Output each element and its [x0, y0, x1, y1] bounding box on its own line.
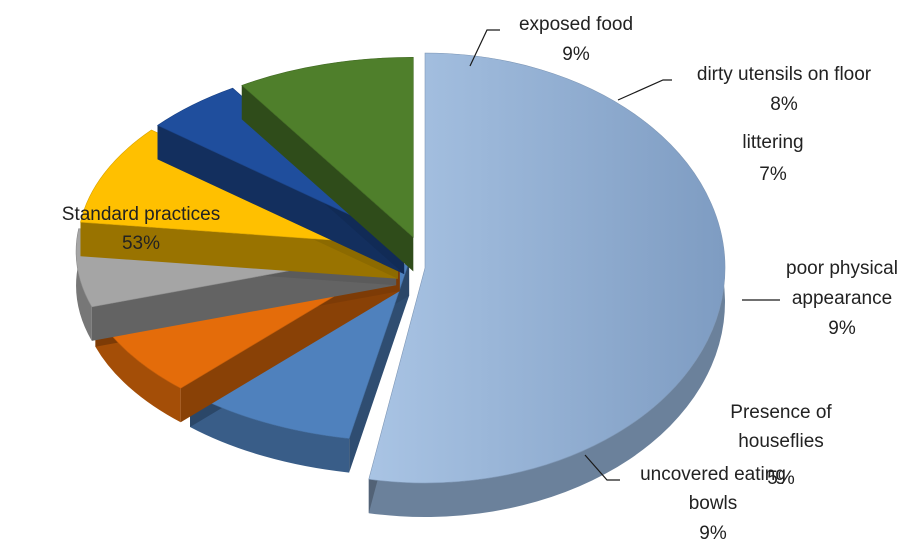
- label-littering-pct: 7%: [759, 164, 787, 185]
- slice-top-standard-practices: [368, 52, 726, 484]
- label-uncovered-bowls-pct: 9%: [699, 523, 727, 543]
- leader-uncovered-bowls: [584, 454, 620, 481]
- slice-standard-practices: [368, 52, 726, 517]
- leader-exposed-food: [469, 29, 500, 67]
- label-dirty-utensils-pct: 8%: [770, 94, 798, 115]
- slice-cut-a-exposed-food: [349, 261, 410, 473]
- label-poor-physical-2: appearance: [792, 288, 892, 309]
- label-uncovered-bowls-2: bowls: [689, 493, 738, 514]
- slice-side-dirty-utensils-on-floor: [95, 312, 181, 423]
- label-houseflies-2: houseflies: [738, 431, 824, 452]
- slice-uncovered-eating-bowls: [241, 57, 414, 272]
- pie-slices: [75, 52, 726, 517]
- label-poor-physical: poor physical: [786, 258, 898, 279]
- label-uncovered-bowls: uncovered eating: [640, 464, 786, 485]
- label-houseflies: Presence of: [730, 402, 832, 423]
- slice-side-exposed-food: [190, 392, 350, 473]
- slice-cut-a-uncovered-eating-bowls: [241, 85, 414, 272]
- pie-labels: Standard practices 53% exposed food 9% d…: [62, 14, 898, 543]
- slice-top-uncovered-eating-bowls: [241, 57, 414, 238]
- label-dirty-utensils: dirty utensils on floor: [697, 64, 872, 85]
- label-exposed-food: exposed food: [519, 14, 633, 35]
- slice-side-littering: [76, 228, 92, 341]
- slice-cut-a-presence-of-houseflies: [157, 125, 405, 275]
- label-exposed-food-pct: 9%: [562, 44, 590, 65]
- label-littering: littering: [742, 132, 803, 153]
- label-poor-physical-pct: 9%: [828, 318, 856, 339]
- slice-cut-a-poor-physical-appearance: [80, 222, 398, 279]
- label-standard-practices-pct: 53%: [122, 233, 160, 254]
- label-standard-practices: Standard practices: [62, 204, 220, 225]
- label-houseflies-pct: 5%: [767, 468, 795, 489]
- leader-dirty-utensils: [617, 79, 672, 101]
